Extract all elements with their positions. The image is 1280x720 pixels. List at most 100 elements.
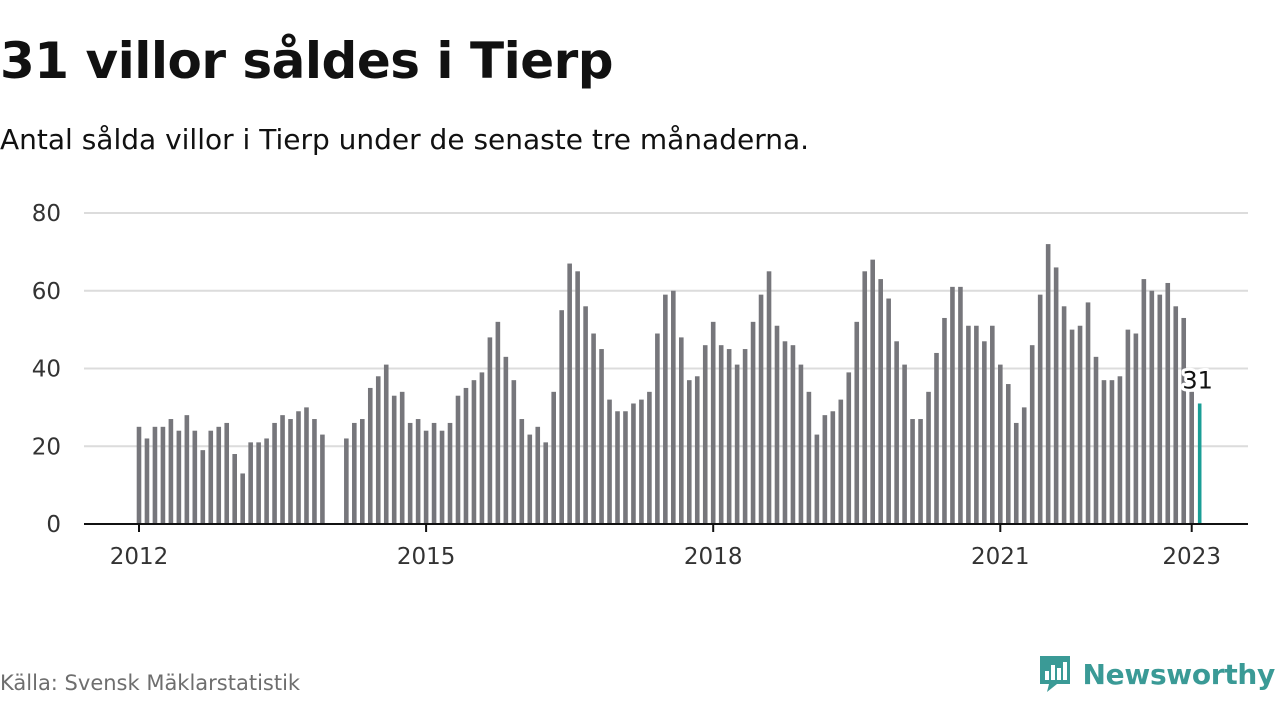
bar (320, 434, 325, 524)
chart-title: 31 villor såldes i Tierp (0, 32, 614, 90)
bar (639, 399, 644, 524)
bar (982, 341, 987, 524)
x-tick-label: 2018 (684, 544, 743, 570)
bar (559, 310, 564, 524)
bar (990, 325, 995, 524)
bar (878, 279, 883, 524)
bar (950, 286, 955, 524)
bar (926, 391, 931, 524)
bar (790, 345, 796, 524)
bar (958, 286, 963, 524)
bar (1093, 356, 1099, 524)
bar (902, 364, 907, 524)
bar (280, 415, 285, 524)
bar (399, 391, 405, 524)
x-tick-label: 2012 (110, 544, 169, 570)
axes (84, 523, 1248, 532)
bar (304, 407, 309, 525)
bar (870, 259, 875, 524)
bar (1101, 380, 1107, 524)
bar (152, 426, 158, 524)
bar (782, 341, 788, 524)
bar (391, 395, 397, 524)
bar (535, 426, 541, 524)
bar (679, 337, 684, 524)
bar (471, 380, 477, 524)
bar (726, 349, 732, 524)
bar (407, 422, 413, 524)
bar (1189, 391, 1194, 524)
bar (838, 399, 844, 524)
bar (503, 356, 509, 524)
bar (288, 419, 293, 524)
bar (1117, 376, 1123, 524)
bar (734, 364, 740, 524)
bar (511, 380, 517, 524)
bar (1037, 294, 1043, 524)
bar (647, 391, 652, 524)
bar (423, 430, 429, 524)
bar (1077, 325, 1083, 524)
bar (144, 438, 150, 524)
brand-logo[interactable]: Newsworthy (1037, 653, 1275, 695)
bar (718, 345, 724, 524)
source-note: Källa: Svensk Mäklarstatistik (0, 671, 301, 695)
x-tick-label: 2023 (1162, 544, 1221, 570)
bar (1133, 333, 1139, 524)
bar (1165, 282, 1171, 524)
bar (910, 419, 915, 524)
brand-name: Newsworthy (1082, 657, 1276, 691)
bar (527, 434, 533, 524)
bar (798, 364, 804, 524)
y-tick-label: 40 (32, 357, 61, 383)
bar (352, 422, 357, 524)
x-tick-label: 2021 (971, 544, 1030, 570)
bar (814, 434, 820, 524)
bar (599, 349, 604, 524)
bar (431, 422, 437, 524)
bar (1045, 244, 1051, 524)
y-tick-label: 0 (46, 512, 61, 538)
chart-subtitle: Antal sålda villor i Tierp under de sena… (0, 123, 810, 156)
bar (184, 415, 190, 524)
bar (415, 419, 421, 524)
bar (655, 333, 660, 524)
bar (886, 298, 891, 524)
bar (591, 333, 596, 524)
data-label-halo: 31 (1182, 366, 1213, 394)
bar (830, 411, 836, 524)
bar (360, 419, 365, 524)
bar (367, 387, 373, 524)
bar (631, 403, 636, 524)
bar (312, 419, 317, 524)
bar (1013, 422, 1019, 524)
bar (176, 430, 182, 524)
bar (583, 306, 588, 524)
bar (1149, 290, 1155, 524)
bar (216, 426, 222, 524)
bar (1109, 380, 1115, 524)
bar (1173, 306, 1179, 524)
bar (934, 352, 939, 524)
bar (543, 442, 549, 524)
bar (208, 430, 214, 524)
bar (455, 395, 461, 524)
bars (136, 244, 1202, 525)
bar (1085, 302, 1091, 524)
bar (1005, 384, 1011, 524)
bar (862, 271, 868, 524)
bar (232, 454, 237, 524)
bar (766, 271, 772, 524)
bar (1157, 294, 1163, 524)
bar (702, 345, 708, 524)
bar (1181, 317, 1187, 524)
bar (686, 380, 692, 524)
bar (240, 473, 245, 524)
y-tick-label: 60 (32, 279, 61, 305)
bar (1197, 403, 1202, 524)
bar (1053, 267, 1059, 524)
bar (742, 349, 748, 524)
bar (607, 399, 612, 524)
